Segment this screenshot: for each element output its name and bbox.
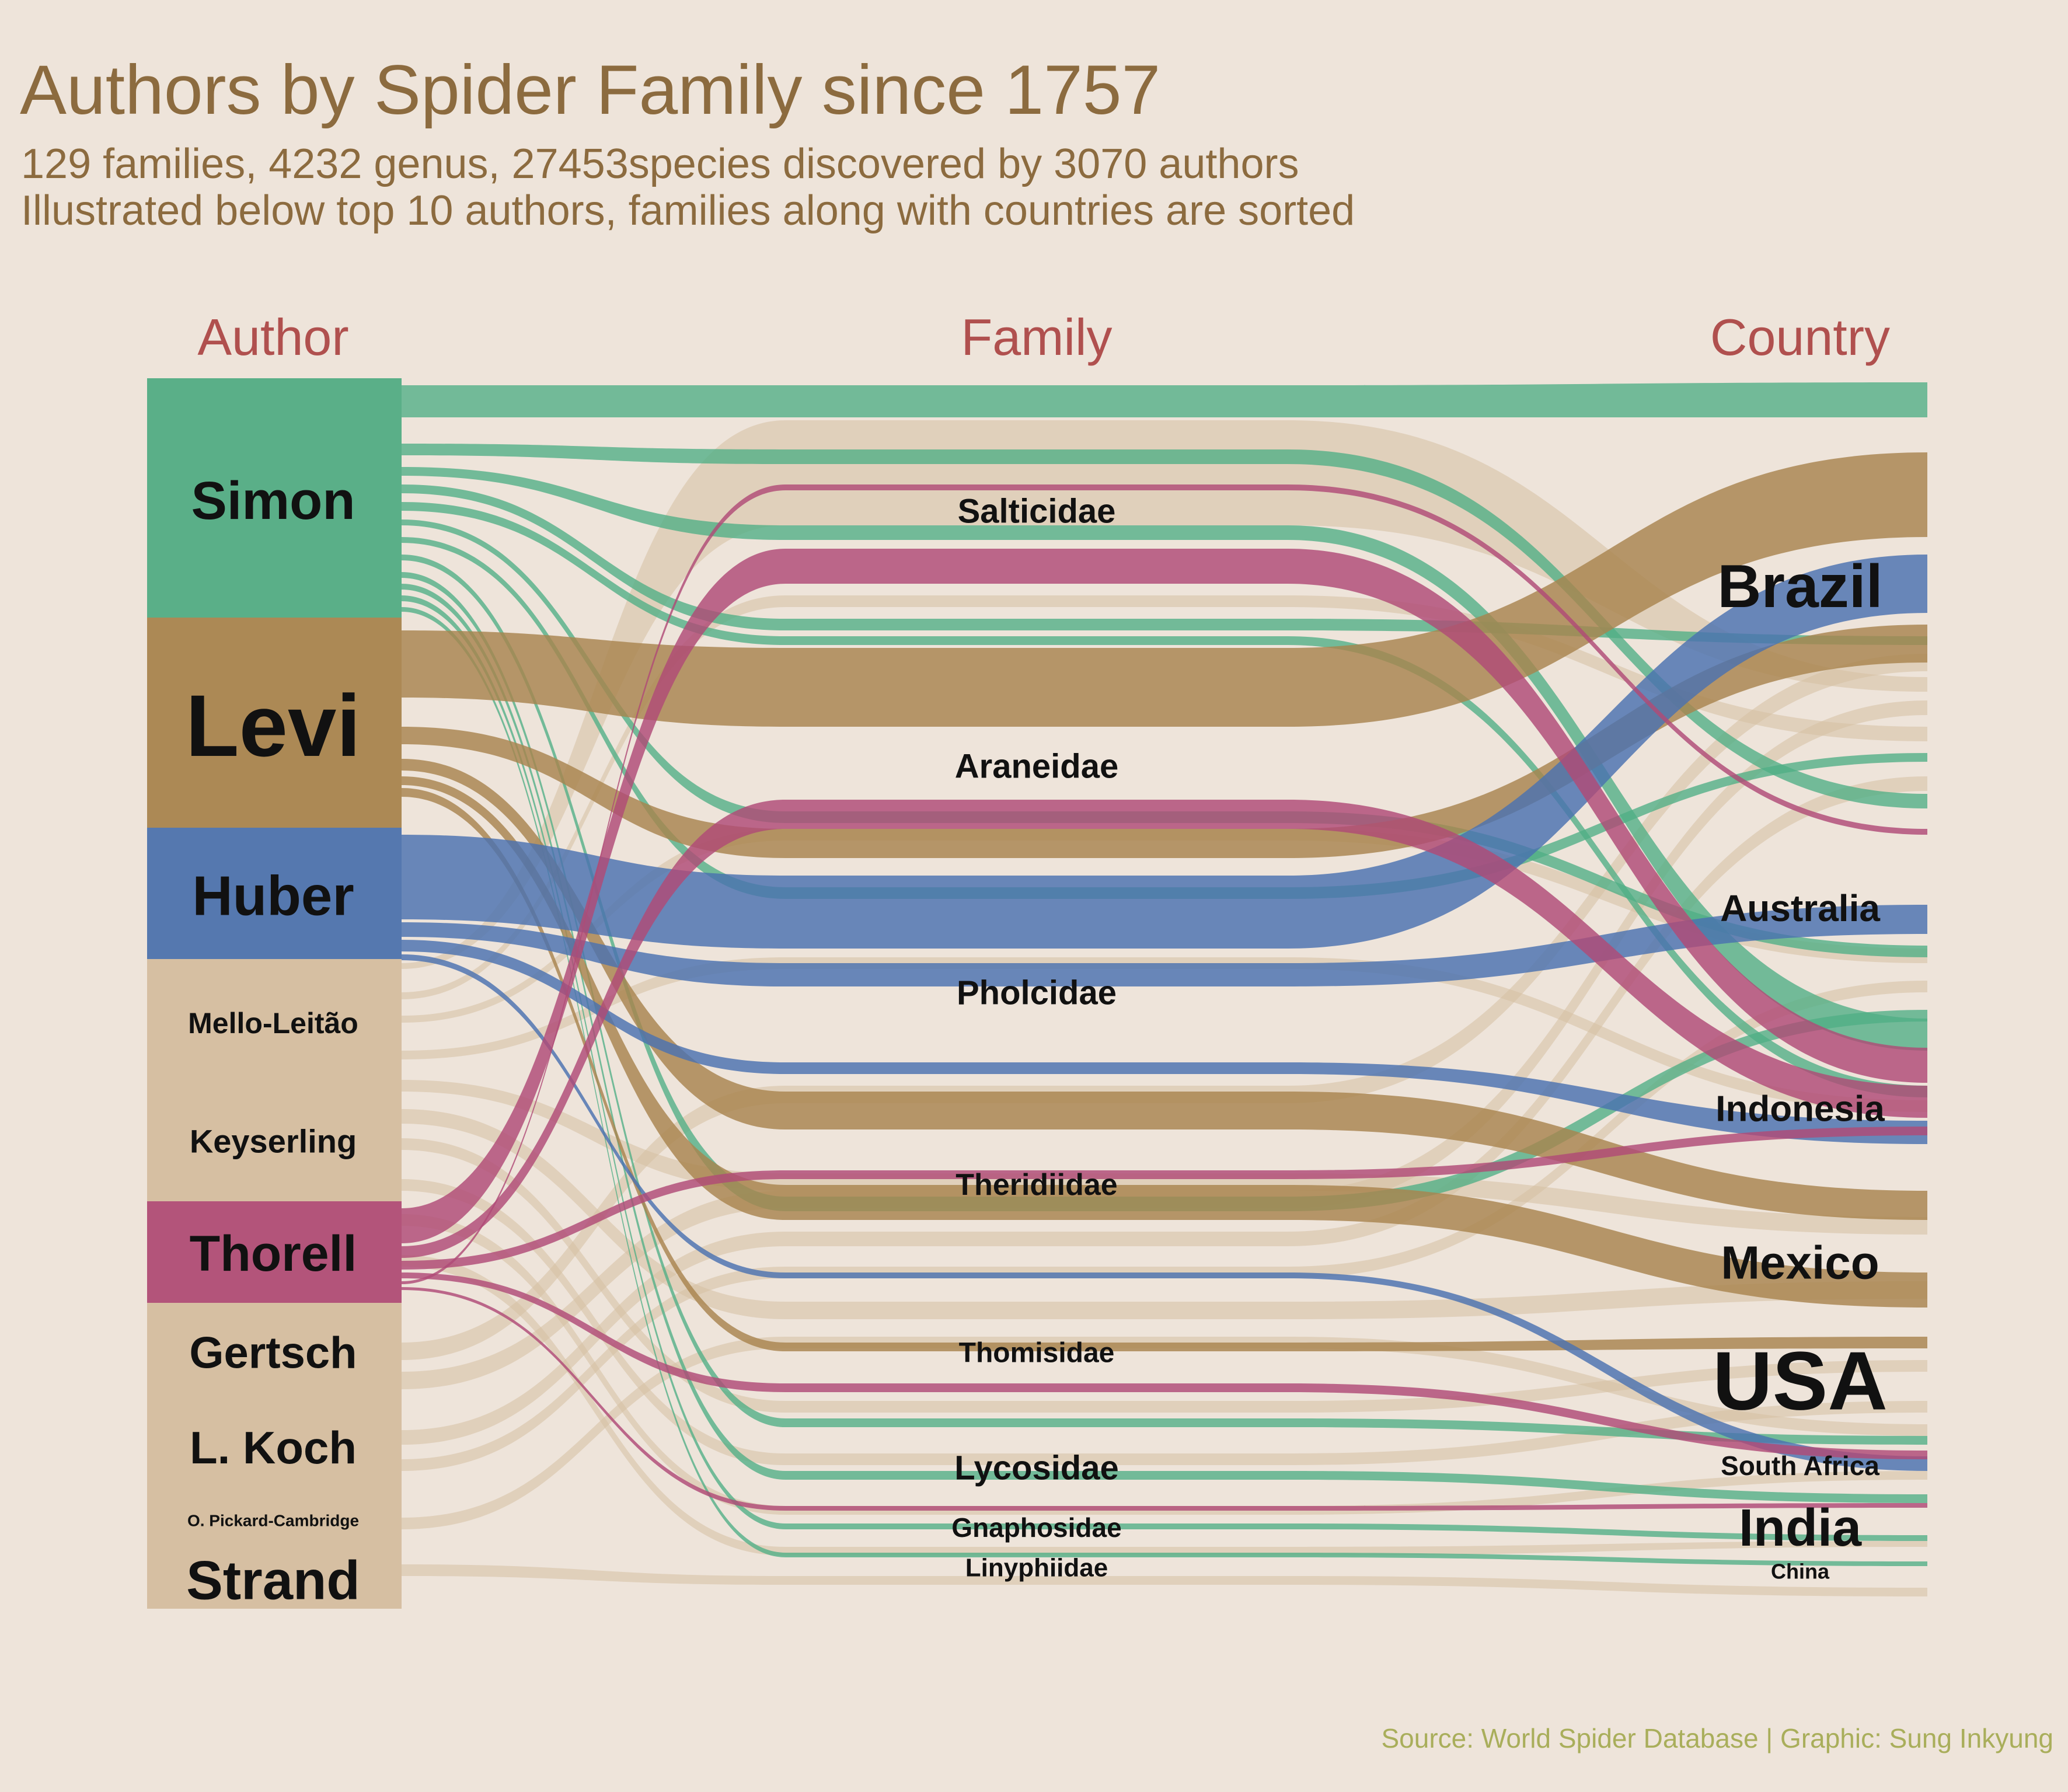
author-label-thorell: Thorell [190, 1226, 357, 1282]
family-label-araneidae: Araneidae [955, 748, 1118, 786]
country-label-usa: USA [1713, 1335, 1888, 1428]
flow-other-5 [402, 1080, 1927, 1235]
stratum-levi [147, 618, 402, 828]
stratum-huber [147, 828, 402, 959]
flow-huber-2 [402, 905, 1927, 986]
flow-thorell-2 [402, 800, 1927, 1258]
axis-label-country: Country [1710, 308, 1890, 366]
author-label-mello-leitao: Mello-Leitão [188, 1007, 358, 1040]
chart-subtitle-line-2: Illustrated below top 10 authors, famili… [21, 187, 1355, 234]
stratum-thorell [147, 1201, 402, 1303]
family-label-lycosidae: Lycosidae [954, 1449, 1119, 1487]
flow-thorell-4 [402, 1272, 1927, 1459]
flow-huber-1 [402, 555, 1927, 949]
flow-other-16 [402, 1564, 1927, 1596]
author-label-huber: Huber [192, 865, 354, 928]
country-label-south-africa: South Africa [1721, 1451, 1879, 1481]
author-label-levi: Levi [186, 677, 361, 775]
flow-thorell-1 [402, 549, 1927, 1243]
axis-label-author: Author [197, 308, 348, 366]
flow-simon-3 [402, 467, 1927, 1051]
flow-levi-1 [402, 452, 1927, 727]
country-label-china: China [1771, 1560, 1830, 1584]
flow-other-12 [402, 700, 1927, 1389]
author-label-gertsch: Gertsch [189, 1329, 357, 1378]
flow-other-4 [402, 957, 1927, 1112]
author-label-simon: Simon [191, 471, 355, 531]
country-label-indonesia: Indonesia [1715, 1089, 1885, 1129]
flow-layer [402, 382, 1927, 1596]
author-label-strand: Strand [186, 1550, 360, 1611]
family-label-pholcidae: Pholcidae [957, 974, 1117, 1012]
flow-other-13 [402, 776, 1927, 1445]
stratum-layer [147, 378, 402, 1303]
flow-levi-3 [402, 759, 1927, 1220]
axis-label-family: Family [961, 308, 1112, 366]
flow-other-1 [402, 420, 1927, 969]
flow-other-3 [402, 829, 1927, 1023]
family-label-theridiidae: Theridiidae [955, 1168, 1117, 1202]
chart-title: Authors by Spider Family since 1757 [20, 51, 1160, 129]
family-label-linyphiidae: Linyphiidae [965, 1554, 1108, 1582]
flow-huber-3 [402, 940, 1927, 1144]
author-label-l-koch: L. Koch [190, 1422, 357, 1473]
country-label-mexico: Mexico [1721, 1237, 1879, 1289]
author-label-o-pickard-cambridge: O. Pickard-Cambridge [187, 1512, 359, 1530]
author-label-keyserling: Keyserling [190, 1123, 357, 1160]
flow-simon-1 [402, 382, 1927, 417]
stratum-simon [147, 378, 402, 618]
country-label-brazil: Brazil [1717, 553, 1882, 620]
flow-thorell-3 [402, 1127, 1927, 1270]
family-label-salticidae: Salticidae [958, 493, 1116, 531]
family-label-thomisidae: Thomisidae [959, 1338, 1115, 1369]
chart-subtitle-line-1: 129 families, 4232 genus, 27453species d… [21, 141, 1299, 187]
country-label-india: India [1739, 1499, 1862, 1557]
source-caption: Source: World Spider Database | Graphic:… [1381, 1723, 2053, 1753]
country-label-australia: Australia [1720, 887, 1880, 929]
flow-levi-4 [402, 776, 1927, 1308]
family-label-gnaphosidae: Gnaphosidae [951, 1512, 1121, 1543]
